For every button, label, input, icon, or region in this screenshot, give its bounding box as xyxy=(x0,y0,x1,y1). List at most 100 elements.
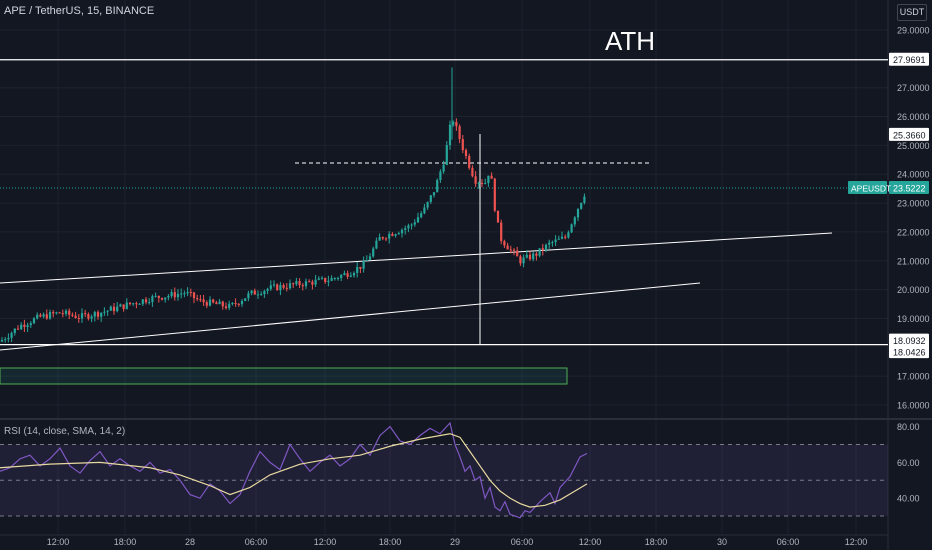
price-tick-10: 17.0000 xyxy=(897,372,930,382)
candle-body-162 xyxy=(519,256,522,264)
candle-body-176 xyxy=(564,236,567,238)
candle-body-17 xyxy=(55,312,58,314)
candle-body-86 xyxy=(276,284,279,291)
price-tick-9: 19.0000 xyxy=(897,314,930,324)
candle-body-173 xyxy=(554,239,557,243)
candle-body-170 xyxy=(544,244,548,251)
candle-body-139 xyxy=(445,145,448,165)
candle-body-169 xyxy=(541,248,544,251)
candle-body-30 xyxy=(96,312,100,317)
price-label-0: 27.9691 xyxy=(893,55,926,65)
candle-body-27 xyxy=(87,314,90,319)
candle-body-110 xyxy=(352,272,356,276)
candle-body-100 xyxy=(320,277,324,279)
candle-body-120 xyxy=(384,238,388,240)
candle-body-78 xyxy=(250,290,253,294)
candle-body-53 xyxy=(170,292,173,297)
candle-body-135 xyxy=(432,192,436,196)
candle-body-168 xyxy=(538,248,541,256)
candle-body-112 xyxy=(359,266,362,269)
time-tick-6: 29 xyxy=(450,537,460,547)
candle-body-136 xyxy=(436,180,439,193)
price-label-box-1 xyxy=(889,127,929,141)
candle-body-104 xyxy=(333,278,336,280)
candle-body-6 xyxy=(20,324,23,330)
candle-body-84 xyxy=(269,285,272,289)
candle-body-113 xyxy=(362,260,365,269)
ath-annotation: ATH xyxy=(605,26,656,56)
candle-body-10 xyxy=(32,318,36,324)
candle-body-36 xyxy=(116,306,119,312)
rsi-ma-line xyxy=(0,433,588,508)
price-label-4: 18.0426 xyxy=(893,348,926,358)
candle-body-157 xyxy=(503,241,506,246)
candle-body-140 xyxy=(448,124,452,146)
candle-body-175 xyxy=(560,236,564,239)
candle-body-7 xyxy=(23,324,26,328)
candle-body-44 xyxy=(141,299,144,304)
candle-body-65 xyxy=(208,299,212,306)
candle-body-87 xyxy=(279,285,282,291)
candle-body-57 xyxy=(183,293,186,295)
candle-body-91 xyxy=(292,283,295,285)
candle-body-125 xyxy=(400,229,404,234)
candle-body-127 xyxy=(407,225,410,229)
candle-body-106 xyxy=(340,274,343,279)
candle-body-159 xyxy=(509,249,512,251)
candle-body-22 xyxy=(71,314,74,316)
price-tick-0: 29.0000 xyxy=(897,26,930,36)
candle-body-39 xyxy=(125,302,128,309)
candle-body-141 xyxy=(452,121,455,125)
candle-body-146 xyxy=(468,155,471,168)
candle-body-37 xyxy=(119,304,122,307)
candle-body-58 xyxy=(186,291,189,294)
candle-body-19 xyxy=(61,313,64,315)
candle-body-147 xyxy=(471,167,474,177)
symbol-header: APE / TetherUS, 15, BINANCE xyxy=(4,5,155,17)
time-tick-10: 30 xyxy=(717,537,727,547)
candle-body-72 xyxy=(231,302,234,304)
candle-body-107 xyxy=(343,273,346,275)
time-tick-7: 06:00 xyxy=(511,537,534,547)
candle-body-12 xyxy=(39,314,42,317)
candle-body-143 xyxy=(458,126,461,140)
candle-body-151 xyxy=(484,183,487,185)
candle-body-158 xyxy=(506,245,509,250)
currency-button[interactable]: USDT xyxy=(897,4,927,21)
candle-body-79 xyxy=(253,290,256,295)
support-zone xyxy=(0,367,568,385)
candle-body-66 xyxy=(212,299,215,303)
candle-body-122 xyxy=(391,233,394,236)
candle-body-177 xyxy=(567,232,570,238)
price-label-box-2 xyxy=(889,181,929,195)
candle-body-56 xyxy=(180,293,183,295)
price-label-box-0 xyxy=(889,52,929,66)
candle-body-24 xyxy=(77,317,80,319)
candle-body-142 xyxy=(455,121,458,127)
time-tick-0: 12:00 xyxy=(47,537,70,547)
candle-body-48 xyxy=(154,295,157,297)
time-tick-2: 28 xyxy=(185,537,195,547)
candle-body-21 xyxy=(68,310,71,315)
candle-body-3 xyxy=(10,332,13,338)
candle-body-70 xyxy=(224,306,228,309)
candle-body-46 xyxy=(148,302,151,304)
candle-body-167 xyxy=(535,253,538,256)
candle-body-60 xyxy=(192,292,196,299)
candle-body-16 xyxy=(52,312,55,314)
candle-body-166 xyxy=(532,253,535,260)
candle-body-148 xyxy=(474,176,477,184)
price-tick-2: 26.0000 xyxy=(897,112,930,122)
candle-body-15 xyxy=(48,312,52,319)
candle-body-73 xyxy=(234,302,237,304)
time-tick-9: 18:00 xyxy=(645,537,668,547)
candle-body-99 xyxy=(317,278,320,280)
candle-body-154 xyxy=(493,178,496,211)
candle-body-115 xyxy=(368,256,372,261)
candle-body-63 xyxy=(202,299,205,303)
price-label-box-3 xyxy=(889,333,929,347)
candle-body-1 xyxy=(4,339,7,341)
candle-body-64 xyxy=(205,302,208,306)
candle-body-165 xyxy=(528,254,532,260)
